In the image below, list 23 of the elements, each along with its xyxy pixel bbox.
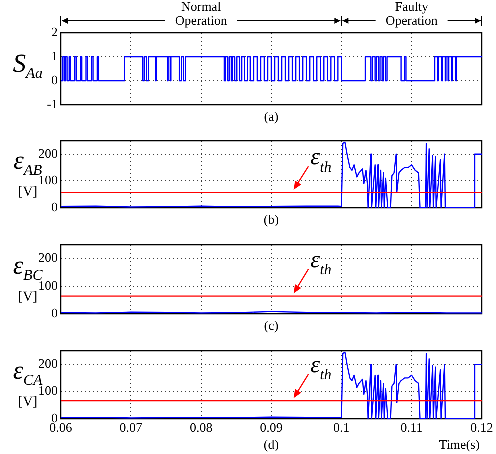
y-tick-label: 1 (52, 48, 58, 64)
text: Faulty Operation (386, 0, 438, 28)
y-tick-label: 200 (38, 146, 58, 161)
x-tick-label: 0.12 (470, 420, 494, 436)
text: (d) (264, 437, 280, 452)
x-tick-label: 0.09 (260, 420, 283, 436)
text: (a) (264, 109, 279, 124)
y-tick-label: -1 (47, 96, 58, 112)
text: (c) (264, 318, 279, 333)
y-axis-title: S$_{Aa}$ (13, 49, 43, 82)
y-tick-label: 2 (52, 24, 58, 40)
y-tick-label: 200 (38, 356, 58, 372)
text: (b) (264, 212, 280, 227)
x-tick-label: 0.08 (190, 420, 213, 436)
y-tick-label: 200 (38, 250, 58, 266)
y-tick-label: 0 (52, 305, 58, 320)
y-tick-label: 0 (52, 72, 58, 88)
x-tick-label: 0.1 (334, 420, 350, 436)
text: Normal Operation (175, 0, 228, 28)
x-tick-label: 0.07 (120, 420, 144, 436)
y-tick-label: 0 (52, 199, 58, 214)
x-axis-title: Time(s) (439, 437, 480, 452)
x-tick-label: 0.11 (400, 420, 423, 436)
